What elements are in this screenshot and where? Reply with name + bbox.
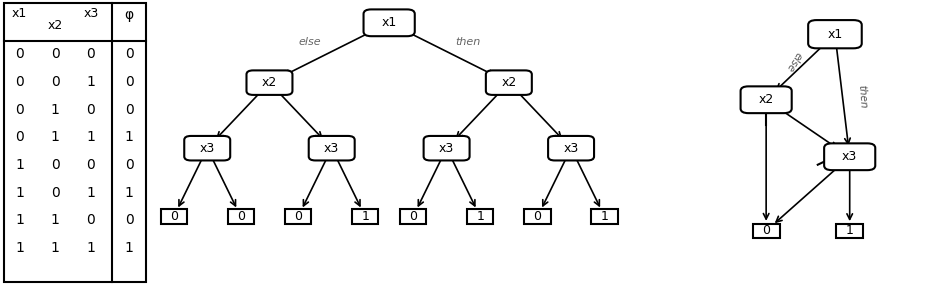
Text: 1: 1 (476, 210, 484, 223)
FancyBboxPatch shape (184, 136, 230, 160)
Text: x1: x1 (381, 16, 397, 29)
FancyBboxPatch shape (548, 136, 594, 160)
FancyBboxPatch shape (740, 86, 792, 113)
Text: φ: φ (124, 8, 134, 22)
Bar (352, 209, 378, 224)
Text: 0: 0 (15, 47, 24, 61)
Text: 1: 1 (86, 130, 96, 144)
Text: 1: 1 (15, 186, 24, 200)
Bar (836, 224, 864, 238)
FancyBboxPatch shape (246, 70, 292, 95)
Text: 0: 0 (237, 210, 245, 223)
Text: 1: 1 (51, 103, 60, 117)
Text: 1: 1 (86, 75, 96, 89)
Text: x1: x1 (12, 7, 27, 20)
Text: then: then (456, 37, 481, 47)
Text: else: else (783, 50, 803, 73)
FancyBboxPatch shape (808, 20, 862, 48)
FancyBboxPatch shape (486, 70, 532, 95)
Text: x3: x3 (842, 150, 857, 163)
Text: x2: x2 (47, 19, 63, 32)
Text: 1: 1 (86, 241, 96, 255)
Text: 0: 0 (86, 47, 96, 61)
Text: 0: 0 (410, 210, 417, 223)
Text: 1: 1 (125, 241, 134, 255)
Text: 1: 1 (361, 210, 369, 223)
FancyBboxPatch shape (363, 9, 415, 36)
Text: 0: 0 (15, 75, 24, 89)
Text: x3: x3 (439, 142, 454, 155)
Bar (400, 209, 427, 224)
Text: 0: 0 (86, 213, 96, 227)
Text: 1: 1 (601, 210, 609, 223)
Bar (592, 209, 618, 224)
Text: 0: 0 (762, 224, 770, 237)
Text: x2: x2 (758, 93, 774, 106)
Text: 1: 1 (15, 241, 24, 255)
Text: 1: 1 (51, 213, 60, 227)
Text: x3: x3 (563, 142, 578, 155)
FancyBboxPatch shape (424, 136, 469, 160)
Text: 1: 1 (15, 213, 24, 227)
Text: 0: 0 (51, 75, 60, 89)
Text: 1: 1 (51, 241, 60, 255)
Text: 0: 0 (125, 158, 134, 172)
Text: 1: 1 (846, 224, 853, 237)
Bar (524, 209, 551, 224)
Text: x3: x3 (324, 142, 339, 155)
Text: 0: 0 (125, 103, 134, 117)
Bar (160, 209, 187, 224)
Text: 1: 1 (125, 130, 134, 144)
Bar (753, 224, 779, 238)
Text: 1: 1 (15, 158, 24, 172)
Text: 0: 0 (125, 213, 134, 227)
Text: x2: x2 (501, 76, 517, 89)
Text: 0: 0 (534, 210, 541, 223)
Text: 0: 0 (170, 210, 177, 223)
Text: 0: 0 (86, 103, 96, 117)
Text: 1: 1 (125, 186, 134, 200)
Text: 0: 0 (51, 158, 60, 172)
FancyBboxPatch shape (824, 143, 875, 170)
Text: x3: x3 (83, 7, 99, 20)
Text: 0: 0 (51, 186, 60, 200)
Bar (228, 209, 254, 224)
Text: 0: 0 (51, 47, 60, 61)
Bar (285, 209, 311, 224)
Text: 0: 0 (294, 210, 302, 223)
Bar (467, 209, 493, 224)
Text: 1: 1 (86, 186, 96, 200)
Text: 0: 0 (125, 75, 134, 89)
Text: 0: 0 (15, 130, 24, 144)
Text: x3: x3 (200, 142, 215, 155)
Text: 0: 0 (125, 47, 134, 61)
Text: 0: 0 (15, 103, 24, 117)
Text: x1: x1 (828, 28, 843, 41)
Text: x2: x2 (262, 76, 277, 89)
Text: else: else (299, 37, 321, 47)
Text: then: then (856, 85, 867, 109)
FancyBboxPatch shape (309, 136, 355, 160)
Text: 0: 0 (86, 158, 96, 172)
Text: 1: 1 (51, 130, 60, 144)
